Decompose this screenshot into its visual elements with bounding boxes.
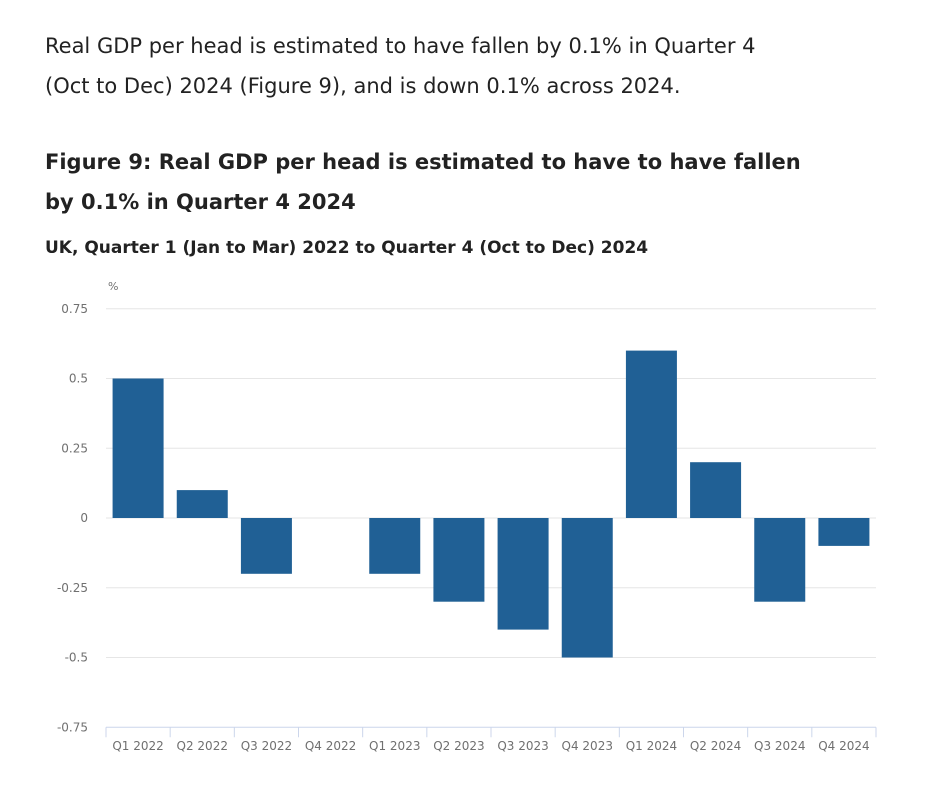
y-tick-label: 0.75 bbox=[61, 302, 88, 316]
figure-title: Figure 9: Real GDP per head is estimated… bbox=[45, 150, 801, 214]
y-tick-label: 0 bbox=[80, 511, 88, 525]
x-tick-label: Q3 2023 bbox=[497, 739, 548, 753]
bar bbox=[625, 350, 677, 518]
y-axis-unit-label: % bbox=[108, 280, 118, 293]
x-tick-label: Q2 2024 bbox=[690, 739, 741, 753]
bar bbox=[433, 518, 485, 602]
figure-subtitle: UK, Quarter 1 (Jan to Mar) 2022 to Quart… bbox=[45, 238, 649, 258]
x-tick-label: Q1 2023 bbox=[369, 739, 420, 753]
y-tick-label: 0.5 bbox=[69, 372, 88, 386]
x-tick-label: Q3 2024 bbox=[754, 739, 805, 753]
bar bbox=[818, 518, 870, 546]
bar bbox=[497, 518, 549, 630]
bar bbox=[176, 490, 228, 518]
y-tick-label: 0.25 bbox=[61, 441, 88, 455]
bar bbox=[112, 378, 164, 518]
bar bbox=[754, 518, 806, 602]
bar bbox=[690, 462, 742, 518]
x-tick-label: Q2 2022 bbox=[177, 739, 228, 753]
x-tick-label: Q3 2022 bbox=[241, 739, 292, 753]
intro-paragraph: Real GDP per head is estimated to have f… bbox=[45, 34, 756, 98]
x-tick-label: Q4 2022 bbox=[305, 739, 356, 753]
bar bbox=[561, 518, 613, 658]
x-tick-label: Q2 2023 bbox=[433, 739, 484, 753]
x-tick-label: Q4 2023 bbox=[562, 739, 613, 753]
bar bbox=[369, 518, 421, 574]
y-tick-label: -0.75 bbox=[57, 720, 88, 734]
x-tick-label: Q4 2024 bbox=[818, 739, 869, 753]
x-tick-label: Q1 2024 bbox=[626, 739, 677, 753]
y-tick-label: -0.5 bbox=[65, 651, 88, 665]
x-tick-label: Q1 2022 bbox=[112, 739, 163, 753]
y-tick-label: -0.25 bbox=[57, 581, 88, 595]
bar bbox=[240, 518, 292, 574]
